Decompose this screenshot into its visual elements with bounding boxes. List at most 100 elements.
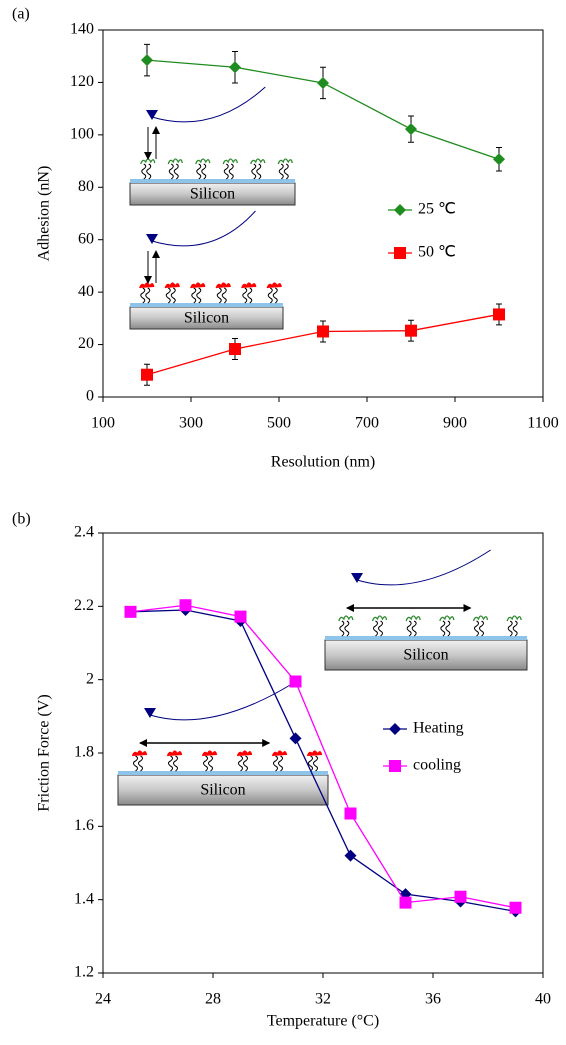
molecule-head [190,282,206,289]
x-tick-label: 900 [443,415,467,432]
molecule-head [472,615,489,622]
tip [144,708,156,718]
y-tick-label: 2.2 [74,597,94,614]
molecule-chain [223,163,229,180]
molecule-head [215,282,231,289]
marker [229,61,241,74]
marker [405,324,417,337]
molecule-chain [133,755,138,772]
molecule-chain [373,620,378,637]
legend-label: cooling [413,757,461,774]
marker [344,849,357,862]
oxide-layer [118,771,328,775]
molecule-chain [201,163,207,180]
molecule-chain [283,163,289,180]
y-tick-label: 100 [70,126,94,143]
marker [493,308,505,321]
molecule-chain [308,755,313,772]
series-line [130,604,516,909]
molecule-chain [196,163,202,180]
molecule-chain [256,163,262,180]
molecule-head [201,750,218,757]
molecule-head [139,282,155,289]
y-tick-label: 0 [86,388,94,405]
marker [317,76,329,89]
molecule-chain [203,755,208,772]
molecule-head [338,615,354,622]
y-tick-label: 80 [78,178,94,195]
cantilever [356,549,491,586]
x-tick-label: 500 [267,415,291,432]
molecule-head [250,158,266,165]
inset: Silicon [324,549,528,671]
molecule-chain [208,755,213,772]
legend-label: 25 ℃ [418,201,456,218]
molecule-chain [512,620,518,637]
molecule-chain [247,287,253,304]
molecule-chain [221,287,227,304]
y-tick-label: 1.8 [74,744,94,761]
molecule-chain [278,163,284,180]
marker [234,610,247,623]
y-tick-label: 2 [86,670,94,687]
molecule-chain [238,755,243,772]
molecule-chain [378,620,383,637]
marker [289,732,302,745]
marker [141,54,153,67]
y-tick-label: 1.6 [74,817,94,834]
molecule-chain [243,755,248,772]
molecule-head [405,615,421,622]
molecule-chain [173,163,179,180]
molecule-head [166,750,183,757]
molecule-chain [273,755,278,772]
molecule-chain [344,620,350,637]
marker [405,123,417,136]
legend-marker [389,723,401,735]
plot-frame [102,29,544,398]
substrate-label: Silicon [190,186,235,203]
y-tick-label: 1.4 [74,890,94,907]
molecule-chain [228,163,234,180]
molecule-chain [165,287,171,304]
molecule-chain [251,163,257,180]
y-tick-label: 140 [70,21,94,38]
molecule-head [222,158,238,165]
marker [141,368,153,381]
molecule-head [371,615,388,622]
x-tick-label: 24 [95,991,111,1008]
molecule-chain [479,620,484,637]
oxide-layer [325,636,527,640]
cantilever [151,86,266,123]
marker [229,343,241,356]
molecule-head [167,158,183,165]
series-line [130,609,516,913]
marker [317,325,329,338]
molecule-head [236,750,253,757]
y-tick-label: 1.2 [74,964,94,981]
molecule-chain [278,755,283,772]
x-tick-label: 100 [91,415,115,432]
x-axis-label: Temperature (°C) [267,1013,379,1030]
series [124,599,522,914]
molecule-chain [168,755,173,772]
oxide-layer [130,303,283,307]
x-tick-label: 36 [425,991,441,1008]
legend-label: 50 ℃ [418,244,456,261]
molecule-chain [406,620,412,637]
molecule-chain [173,755,178,772]
marker [344,807,357,820]
marker [454,890,467,903]
y-tick-label: 120 [70,73,94,90]
panel-label: (a) [12,6,30,23]
legend-label: Heating [413,720,464,737]
marker [509,901,522,914]
x-tick-label: 32 [315,991,331,1008]
substrate-label: Silicon [403,647,448,664]
legend-marker [394,247,406,259]
tip [351,573,363,583]
x-tick-label: 300 [179,415,203,432]
y-axis-label: Friction Force (V) [36,694,53,811]
molecule-chain [138,755,143,772]
